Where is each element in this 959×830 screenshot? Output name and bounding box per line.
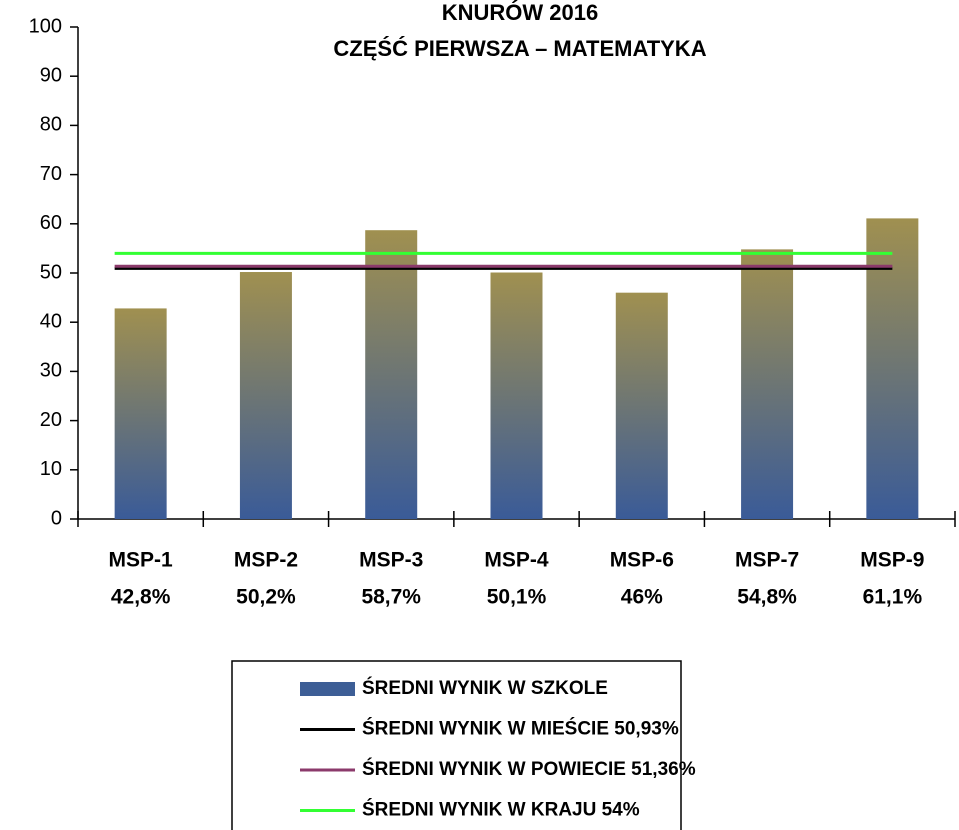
y-tick-label: 50: [40, 261, 62, 283]
y-tick-label: 60: [40, 212, 62, 234]
value-label: 42,8%: [111, 586, 171, 609]
bar: [741, 249, 794, 519]
bar: [866, 218, 919, 519]
y-tick-label: 100: [29, 15, 62, 37]
x-tick-label: MSP-7: [735, 549, 799, 572]
y-tick-label: 0: [51, 507, 62, 529]
x-tick-label: MSP-6: [610, 549, 674, 572]
value-label: 46%: [621, 586, 663, 609]
y-tick-label: 30: [40, 360, 62, 382]
x-tick-label: MSP-9: [860, 549, 924, 572]
bar: [490, 272, 543, 519]
chart-subtitle: CZĘŚĆ PIERWSZA – MATEMATYKA: [333, 36, 706, 61]
value-label: 54,8%: [737, 586, 797, 609]
x-tick-label: MSP-4: [484, 549, 549, 572]
y-tick-label: 40: [40, 310, 62, 332]
x-tick-label: MSP-1: [109, 549, 174, 572]
x-tick-label: MSP-2: [234, 549, 298, 572]
bar: [114, 308, 167, 519]
y-tick-label: 90: [40, 64, 62, 86]
y-tick-label: 20: [40, 409, 62, 431]
legend-swatch: [300, 682, 355, 696]
legend-label: ŚREDNI WYNIK W SZKOLE: [362, 677, 608, 699]
bar: [615, 292, 668, 519]
y-tick-label: 10: [40, 458, 62, 480]
value-label: 58,7%: [361, 586, 421, 609]
y-tick-label: 80: [40, 114, 62, 136]
legend-label: ŚREDNI WYNIK W POWIECIE 51,36%: [362, 758, 696, 780]
bar: [239, 272, 292, 519]
value-label: 50,1%: [487, 586, 547, 609]
value-label: 61,1%: [863, 586, 923, 609]
chart-title: KNURÓW 2016: [442, 0, 598, 25]
value-label: 50,2%: [236, 586, 296, 609]
legend-label: ŚREDNI WYNIK W KRAJU 54%: [362, 799, 640, 821]
y-tick-label: 70: [40, 163, 62, 185]
bar: [365, 230, 418, 520]
legend-label: ŚREDNI WYNIK W MIEŚCIE 50,93%: [362, 718, 679, 740]
x-tick-label: MSP-3: [359, 549, 423, 572]
